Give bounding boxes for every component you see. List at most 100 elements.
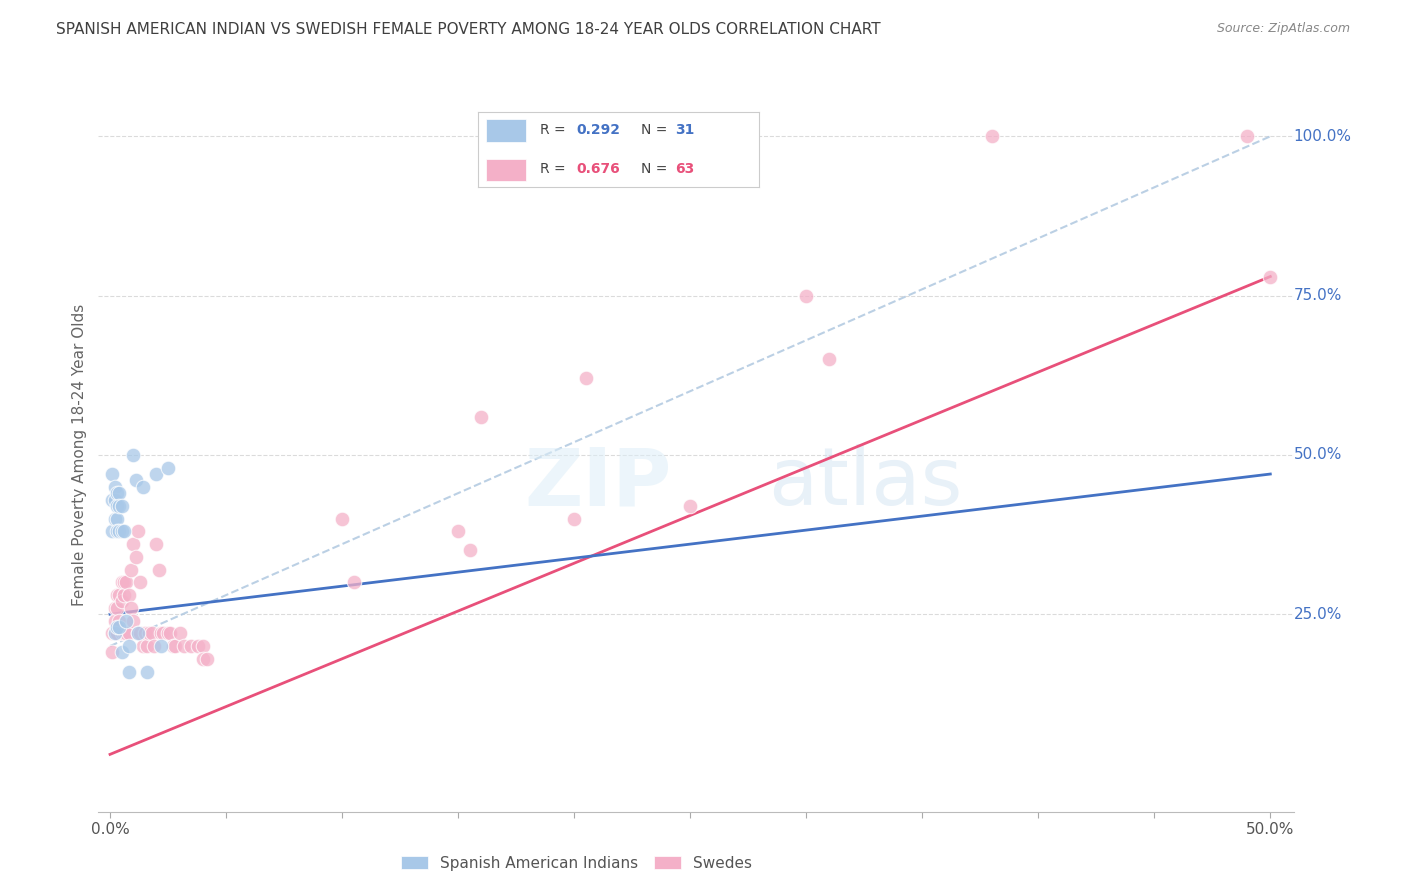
Point bbox=[169, 626, 191, 640]
Point bbox=[129, 575, 152, 590]
Point bbox=[187, 639, 209, 653]
Point bbox=[1258, 269, 1281, 284]
Point bbox=[127, 524, 149, 539]
Point bbox=[105, 588, 128, 602]
Point bbox=[104, 614, 127, 628]
Point bbox=[104, 626, 127, 640]
Text: N =: N = bbox=[641, 123, 672, 136]
Point bbox=[794, 288, 817, 302]
Point bbox=[127, 626, 149, 640]
Point bbox=[105, 626, 128, 640]
Point bbox=[112, 524, 135, 539]
Text: atlas: atlas bbox=[768, 444, 962, 523]
Text: Source: ZipAtlas.com: Source: ZipAtlas.com bbox=[1216, 22, 1350, 36]
Point bbox=[180, 639, 202, 653]
Point bbox=[101, 492, 124, 507]
Point bbox=[157, 460, 180, 475]
Point bbox=[104, 511, 127, 525]
Point bbox=[105, 600, 128, 615]
Point bbox=[108, 486, 131, 500]
Text: R =: R = bbox=[540, 162, 569, 176]
Point bbox=[111, 499, 134, 513]
Point bbox=[159, 626, 181, 640]
Point bbox=[150, 639, 173, 653]
Point bbox=[120, 563, 142, 577]
Point bbox=[148, 563, 170, 577]
Point bbox=[447, 524, 470, 539]
Legend: Spanish American Indians, Swedes: Spanish American Indians, Swedes bbox=[396, 851, 756, 875]
Point bbox=[105, 486, 128, 500]
Point bbox=[131, 480, 153, 494]
Point bbox=[111, 645, 134, 659]
Point bbox=[120, 600, 142, 615]
Text: 31: 31 bbox=[675, 123, 695, 136]
Point bbox=[101, 467, 124, 481]
Point bbox=[117, 639, 139, 653]
Text: 63: 63 bbox=[675, 162, 695, 176]
Point bbox=[157, 626, 180, 640]
Point bbox=[138, 626, 160, 640]
Point bbox=[575, 371, 598, 385]
Point bbox=[117, 665, 139, 679]
Point bbox=[458, 543, 481, 558]
Point bbox=[1236, 129, 1258, 144]
Text: 25.0%: 25.0% bbox=[1294, 607, 1341, 622]
Bar bbox=[486, 159, 526, 181]
Point bbox=[330, 511, 353, 525]
Point bbox=[679, 499, 702, 513]
Text: 50.0%: 50.0% bbox=[1294, 448, 1341, 462]
Point bbox=[470, 409, 492, 424]
Point bbox=[980, 129, 1002, 144]
Text: 0.292: 0.292 bbox=[576, 123, 620, 136]
Point bbox=[108, 524, 131, 539]
Point bbox=[105, 620, 128, 634]
Point bbox=[111, 524, 134, 539]
Point bbox=[134, 626, 156, 640]
Text: R =: R = bbox=[540, 123, 569, 136]
Point bbox=[197, 652, 219, 666]
Point bbox=[115, 575, 138, 590]
Point bbox=[122, 614, 145, 628]
Text: SPANISH AMERICAN INDIAN VS SWEDISH FEMALE POVERTY AMONG 18-24 YEAR OLDS CORRELAT: SPANISH AMERICAN INDIAN VS SWEDISH FEMAL… bbox=[56, 22, 882, 37]
Point bbox=[191, 652, 214, 666]
Text: ZIP: ZIP bbox=[524, 444, 672, 523]
Point bbox=[111, 575, 134, 590]
Point bbox=[143, 639, 166, 653]
Point bbox=[145, 467, 167, 481]
Point bbox=[112, 626, 135, 640]
Point bbox=[101, 524, 124, 539]
Point bbox=[108, 588, 131, 602]
Point bbox=[162, 639, 184, 653]
Point bbox=[131, 639, 153, 653]
Point bbox=[129, 626, 152, 640]
Point bbox=[105, 511, 128, 525]
Point bbox=[117, 588, 139, 602]
Point bbox=[173, 639, 195, 653]
Point bbox=[562, 511, 585, 525]
Point bbox=[152, 626, 174, 640]
Point bbox=[191, 639, 214, 653]
Text: N =: N = bbox=[641, 162, 672, 176]
Point bbox=[104, 600, 127, 615]
Point bbox=[150, 626, 173, 640]
Point bbox=[104, 492, 127, 507]
Point bbox=[108, 614, 131, 628]
Text: 100.0%: 100.0% bbox=[1294, 128, 1351, 144]
Point bbox=[163, 639, 186, 653]
Point bbox=[127, 626, 149, 640]
Point bbox=[111, 626, 134, 640]
Point bbox=[122, 537, 145, 551]
Point bbox=[101, 645, 124, 659]
Point bbox=[115, 614, 138, 628]
Point bbox=[108, 620, 131, 634]
Point bbox=[104, 626, 127, 640]
Point bbox=[112, 588, 135, 602]
Point bbox=[105, 499, 128, 513]
Point bbox=[124, 549, 146, 564]
Point bbox=[117, 626, 139, 640]
Point bbox=[108, 499, 131, 513]
Text: 75.0%: 75.0% bbox=[1294, 288, 1341, 303]
Bar bbox=[486, 119, 526, 142]
Text: 0.676: 0.676 bbox=[576, 162, 620, 176]
Point bbox=[112, 575, 135, 590]
